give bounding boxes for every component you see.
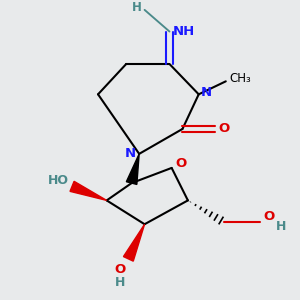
Text: H: H [131, 1, 141, 14]
Text: O: O [175, 157, 186, 170]
Polygon shape [126, 154, 139, 184]
Polygon shape [70, 181, 107, 200]
Text: O: O [218, 122, 230, 136]
Text: N: N [125, 147, 136, 161]
Polygon shape [123, 224, 145, 261]
Text: CH₃: CH₃ [229, 72, 251, 85]
Text: H: H [115, 276, 125, 289]
Text: N: N [201, 86, 212, 99]
Text: HO: HO [48, 174, 69, 188]
Text: O: O [264, 210, 275, 223]
Text: O: O [114, 263, 125, 276]
Text: NH: NH [173, 25, 195, 38]
Text: H: H [276, 220, 286, 233]
